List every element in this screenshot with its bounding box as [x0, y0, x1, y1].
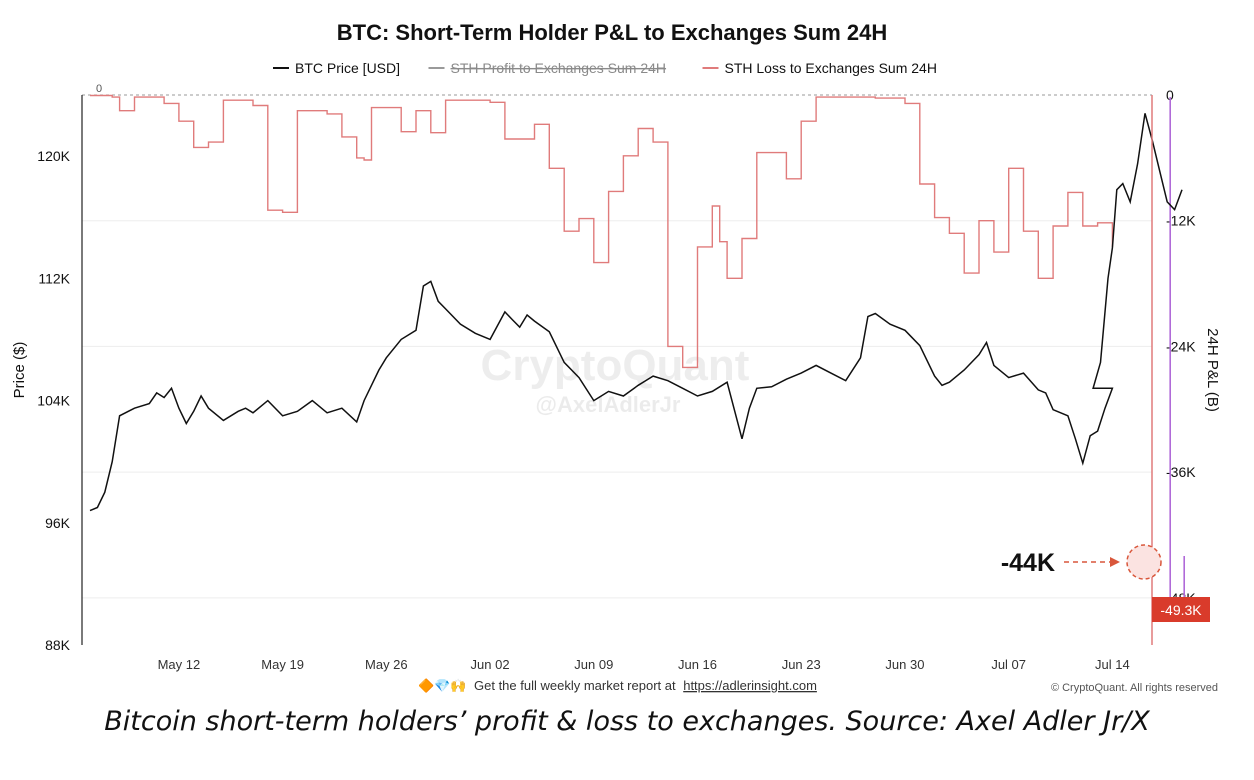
- footer-text: Get the full weekly market report at htt…: [474, 678, 817, 693]
- y-tick-left-4: 120K: [37, 148, 70, 164]
- legend-label-2: STH Loss to Exchanges Sum 24H: [725, 60, 937, 76]
- annotation-circle: [1126, 544, 1162, 580]
- chart: BTC: Short-Term Holder P&L to Exchanges …: [11, 20, 1221, 694]
- zero-line-label: 0: [96, 83, 102, 95]
- value-badge: [1152, 597, 1210, 622]
- y-tick-right-2: -24K: [1166, 338, 1196, 354]
- x-tick-0: May 12: [158, 657, 201, 672]
- copyright: © CryptoQuant. All rights reserved: [1051, 682, 1218, 694]
- x-tick-2: May 26: [365, 657, 408, 672]
- y-axis-right-title: 24H P&L (B): [1204, 328, 1221, 412]
- annotation-arrowhead: [1110, 557, 1120, 567]
- watermark: CryptoQuant: [481, 341, 750, 390]
- legend[interactable]: BTC Price [USD] STH Profit to Exchanges S…: [273, 60, 937, 76]
- annotation-label: -44K: [1001, 549, 1055, 577]
- x-tick-5: Jun 16: [678, 657, 717, 672]
- x-tick-7: Jun 30: [885, 657, 924, 672]
- y-tick-left-2: 104K: [37, 393, 70, 409]
- y-tick-left-3: 112K: [38, 270, 70, 286]
- footer-emoji: 🔶💎🙌: [418, 678, 467, 694]
- legend-item-2[interactable]: STH Loss to Exchanges Sum 24H: [702, 60, 937, 76]
- y-axis-left: 88K 96K 104K 112K 120K: [37, 148, 70, 653]
- series-btc-price: [89, 113, 1183, 512]
- legend-label-0: BTC Price [USD]: [295, 60, 400, 76]
- x-tick-4: Jun 09: [574, 657, 613, 672]
- footer-text-label: Get the full weekly market report at: [474, 678, 676, 693]
- y-axis-left-title: Price ($): [11, 342, 28, 399]
- legend-item-1[interactable]: STH Profit to Exchanges Sum 24H: [428, 60, 667, 76]
- caption: Bitcoin short-term holders’ profit & los…: [104, 706, 1150, 737]
- x-tick-8: Jul 07: [991, 657, 1026, 672]
- y-tick-left-0: 88K: [45, 637, 71, 653]
- x-tick-1: May 19: [261, 657, 304, 672]
- watermark-author: @AxelAdlerJr: [536, 392, 681, 417]
- y-tick-left-1: 96K: [45, 515, 71, 531]
- series-sth-loss: [90, 94, 1114, 369]
- y-tick-right-3: -36K: [1166, 464, 1196, 480]
- x-tick-6: Jun 23: [782, 657, 821, 672]
- y-tick-right-1: -12K: [1166, 213, 1196, 229]
- gridlines: [82, 220, 1152, 599]
- legend-item-0[interactable]: BTC Price [USD]: [273, 60, 400, 76]
- y-tick-right-0: 0: [1166, 87, 1174, 103]
- footer-link[interactable]: https://adlerinsight.com: [683, 678, 817, 693]
- x-tick-3: Jun 02: [471, 657, 510, 672]
- legend-label-1: STH Profit to Exchanges Sum 24H: [451, 60, 667, 76]
- x-tick-9: Jul 14: [1095, 657, 1130, 672]
- value-badge-label: -49.3K: [1160, 602, 1202, 618]
- chart-title: BTC: Short-Term Holder P&L to Exchanges …: [337, 20, 888, 45]
- x-axis: May 12 May 19 May 26 Jun 02 Jun 09 Jun 16 Jun …: [158, 657, 1130, 672]
